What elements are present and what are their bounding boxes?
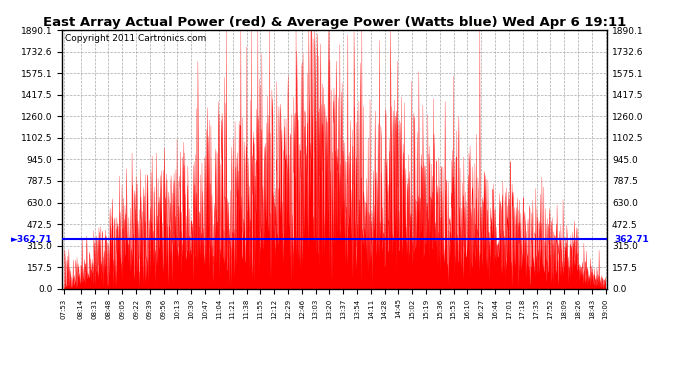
- Text: Copyright 2011 Cartronics.com: Copyright 2011 Cartronics.com: [65, 34, 206, 43]
- Text: ►362.71: ►362.71: [11, 235, 52, 244]
- Title: East Array Actual Power (red) & Average Power (Watts blue) Wed Apr 6 19:11: East Array Actual Power (red) & Average …: [43, 16, 627, 29]
- Text: 362.71: 362.71: [614, 235, 649, 244]
